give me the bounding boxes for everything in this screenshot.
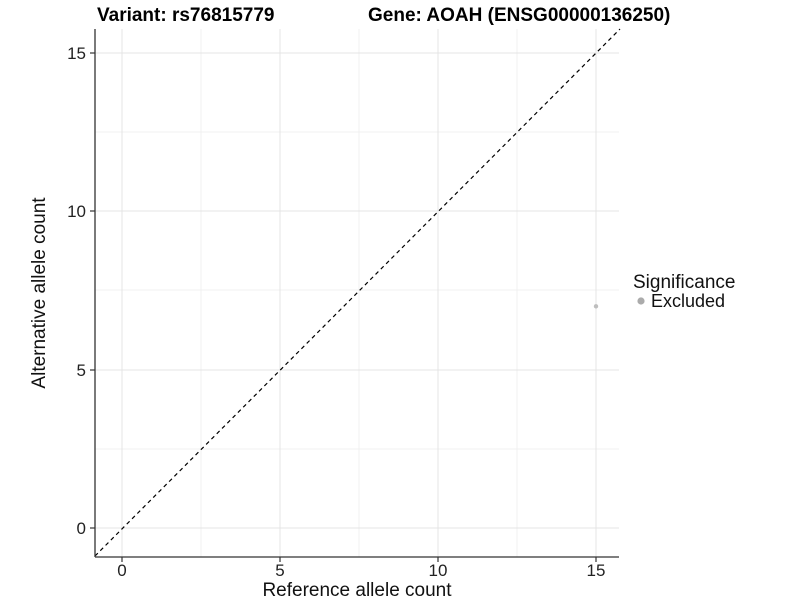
legend-title: Significance — [633, 272, 735, 293]
y-tick-label: 0 — [77, 519, 86, 538]
x-axis-title: Reference allele count — [262, 580, 452, 600]
gridlines-minor — [95, 29, 619, 557]
y-tick-label: 15 — [67, 44, 86, 63]
legend-entry-label: Excluded — [651, 291, 725, 311]
legend-key-dot — [637, 297, 645, 305]
plot-title-variant: Variant: rs76815779 — [97, 5, 274, 26]
y-tick-label: 5 — [77, 361, 86, 380]
x-tick-labels: 0 5 10 15 — [117, 561, 605, 580]
y-tick-marks — [90, 52, 95, 529]
gridlines-major — [95, 29, 619, 557]
plot-title-gene: Gene: AOAH (ENSG00000136250) — [368, 5, 670, 26]
x-tick-label: 5 — [275, 561, 284, 580]
x-tick-label: 10 — [429, 561, 448, 580]
identity-reference-line — [94, 28, 621, 557]
y-tick-label: 10 — [67, 202, 86, 221]
y-tick-labels: 0 5 10 15 — [67, 44, 86, 538]
x-tick-label: 15 — [587, 561, 606, 580]
y-axis-title: Alternative allele count — [29, 197, 50, 389]
x-tick-label: 0 — [117, 561, 126, 580]
legend: Significance Excluded — [633, 272, 735, 311]
x-tick-marks — [121, 557, 597, 562]
data-point — [593, 304, 599, 309]
